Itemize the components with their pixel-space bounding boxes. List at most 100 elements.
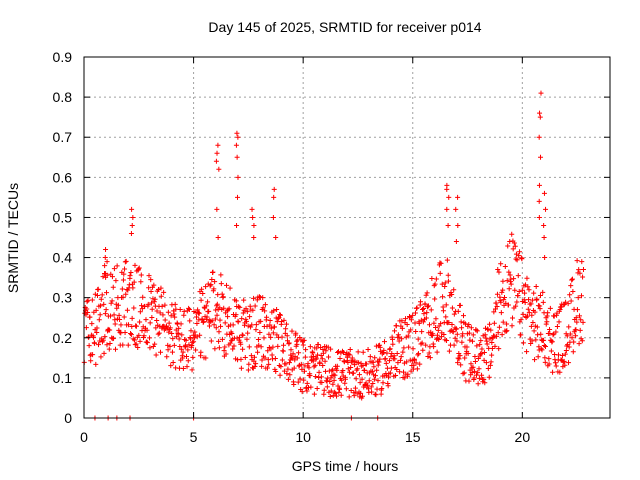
data-point (320, 350, 326, 356)
data-point (471, 368, 477, 374)
data-point (524, 275, 530, 281)
data-point (372, 355, 378, 361)
data-point (470, 364, 476, 370)
data-point (199, 286, 205, 292)
data-point (369, 368, 375, 374)
data-point (258, 344, 264, 350)
data-point (214, 312, 220, 318)
data-point (455, 222, 461, 228)
data-point (537, 293, 543, 299)
data-point (98, 354, 104, 360)
data-point (186, 305, 192, 311)
data-point (168, 313, 174, 319)
data-point (336, 389, 342, 395)
data-point (222, 320, 228, 326)
data-point (360, 363, 366, 369)
data-point (394, 366, 400, 372)
data-point (443, 302, 449, 308)
data-point (445, 272, 451, 278)
y-tick-label: 0.5 (53, 209, 73, 225)
data-point (484, 341, 490, 347)
data-point (380, 380, 386, 386)
data-point (386, 358, 392, 364)
data-point (279, 334, 285, 340)
data-point (550, 332, 556, 338)
data-point (347, 347, 353, 353)
data-point (388, 365, 394, 371)
data-point (414, 366, 420, 372)
data-point (137, 319, 143, 325)
data-point (283, 361, 289, 367)
data-point (174, 334, 180, 340)
data-point (159, 303, 165, 309)
data-point (235, 134, 241, 140)
data-point (137, 338, 143, 344)
data-point (542, 355, 548, 361)
data-point (568, 283, 574, 289)
data-point (189, 342, 195, 348)
data-point (433, 316, 439, 322)
data-point (319, 380, 325, 386)
data-point (565, 301, 571, 307)
data-point (291, 381, 297, 387)
data-point (213, 325, 219, 331)
data-point (519, 287, 525, 293)
data-point (541, 222, 547, 228)
data-point (368, 384, 374, 390)
data-point (408, 317, 414, 323)
data-point (144, 327, 150, 333)
data-point (458, 362, 464, 368)
data-point (157, 349, 163, 355)
data-point (464, 344, 470, 350)
data-point (264, 323, 270, 329)
data-point (332, 390, 338, 396)
data-point (556, 319, 562, 325)
data-point (486, 374, 492, 380)
data-point (511, 240, 517, 246)
data-point (398, 354, 404, 360)
data-point (306, 365, 312, 371)
data-point (444, 206, 450, 212)
data-point (149, 314, 155, 320)
data-point (441, 331, 447, 337)
data-point (86, 343, 92, 349)
data-point (214, 206, 220, 212)
data-point (487, 362, 493, 368)
data-point (211, 286, 217, 292)
data-point (205, 299, 211, 305)
data-point (578, 317, 584, 323)
data-point (298, 361, 304, 367)
data-point (458, 319, 464, 325)
data-point (253, 322, 259, 328)
data-point (392, 328, 398, 334)
data-point (273, 235, 279, 240)
data-point (510, 246, 516, 252)
data-point (568, 298, 574, 304)
data-point (577, 327, 583, 333)
data-point (158, 293, 164, 299)
data-point (349, 355, 355, 361)
y-tick-label: 0.8 (53, 89, 73, 105)
data-point (465, 350, 471, 356)
data-point (203, 284, 209, 290)
data-point (181, 308, 187, 314)
data-point (94, 293, 100, 299)
data-point (151, 299, 157, 305)
data-point (506, 269, 512, 275)
data-point (239, 316, 245, 322)
data-point (88, 358, 94, 364)
data-point (165, 342, 171, 348)
data-point (494, 291, 500, 297)
data-point (390, 341, 396, 347)
data-point (130, 214, 136, 220)
data-point (164, 354, 170, 360)
data-point (102, 255, 108, 261)
data-point (481, 357, 487, 363)
data-point (460, 331, 466, 337)
data-point (272, 356, 278, 362)
data-point (238, 365, 244, 371)
data-point (272, 324, 278, 330)
data-point (450, 329, 456, 335)
data-point (444, 257, 450, 263)
